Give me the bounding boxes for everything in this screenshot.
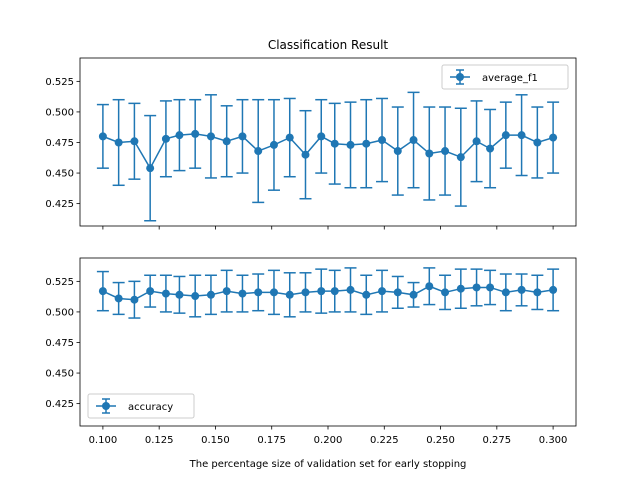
data-point [222,287,231,296]
data-point [533,138,542,147]
x-tick-label: 0.150 [201,435,230,446]
data-point [301,150,310,159]
data-point [501,288,510,297]
data-point [362,139,371,148]
data-point [285,133,294,142]
data-point [378,287,387,296]
data-point [472,137,481,146]
data-point [146,287,155,296]
x-axis-label: The percentage size of validation set fo… [189,459,467,470]
data-point [362,290,371,299]
x-tick-label: 0.200 [314,435,343,446]
chart-title: Classification Result [268,38,389,52]
legend-label: average_f1 [482,73,538,84]
y-tick-label: 0.525 [45,277,74,288]
x-tick-label: 0.100 [89,435,118,446]
legend: accuracy [87,393,195,419]
data-point [98,132,107,141]
data-point [378,136,387,145]
data-point [425,282,434,291]
data-point [549,285,558,294]
data-point [409,290,418,299]
data-point [191,292,200,301]
data-point [161,289,170,298]
data-point [130,137,139,146]
x-tick-label: 0.225 [370,435,399,446]
x-tick-label: 0.300 [539,435,568,446]
data-point [301,288,310,297]
data-point [222,137,231,146]
data-point [206,132,215,141]
legend-box [87,393,195,419]
y-tick-label: 0.475 [45,138,74,149]
data-point [269,140,278,149]
data-point [191,129,200,138]
data-point [517,131,526,140]
data-point [456,153,465,162]
legend-handle-marker [102,402,110,410]
data-point [238,132,247,141]
data-point [456,284,465,293]
x-tick-label: 0.125 [145,435,174,446]
data-point [254,288,263,297]
data-point [517,285,526,294]
data-point [441,147,450,156]
data-point [346,140,355,149]
data-point [130,295,139,304]
data-point [549,133,558,142]
data-point [393,288,402,297]
data-point [175,290,184,299]
data-point [206,290,215,299]
data-point [317,132,326,141]
data-point [175,131,184,140]
data-point [114,138,123,147]
x-tick-label: 0.250 [426,435,455,446]
y-tick-label: 0.425 [45,199,74,210]
legend: average_f1 [441,64,569,90]
data-point [98,287,107,296]
legend-handle-marker [456,73,464,81]
data-point [486,144,495,153]
data-point [330,139,339,148]
data-point [425,149,434,158]
data-point [441,288,450,297]
bottom-panel: 0.425 0.450 0.475 0.500 0.525 0.100 0.125 0.150… [45,257,577,446]
y-tick-label: 0.500 [45,107,74,118]
axes-frame [79,257,577,427]
top-panel: 0.425 0.450 0.475 0.500 0.525 average_f1 [45,57,577,230]
y-tick-label: 0.525 [45,77,74,88]
y-tick-label: 0.475 [45,338,74,349]
data-point [501,131,510,140]
legend-label: accuracy [128,402,173,413]
data-point [533,288,542,297]
legend-box [441,64,569,90]
data-point [238,289,247,298]
data-point [486,283,495,292]
y-tick-label: 0.450 [45,369,74,380]
data-point [393,147,402,156]
data-point [409,136,418,145]
y-tick-label: 0.450 [45,169,74,180]
axes-frame [79,57,577,227]
data-point [317,287,326,296]
x-tick-label: 0.275 [483,435,512,446]
data-point [254,147,263,156]
data-point [269,288,278,297]
data-point [161,134,170,143]
x-tick-label: 0.175 [257,435,286,446]
y-tick-label: 0.425 [45,399,74,410]
data-point [330,287,339,296]
data-point [285,290,294,299]
data-point [346,285,355,294]
data-point [472,283,481,292]
data-point [146,164,155,173]
data-point [114,294,123,303]
y-tick-label: 0.500 [45,307,74,318]
